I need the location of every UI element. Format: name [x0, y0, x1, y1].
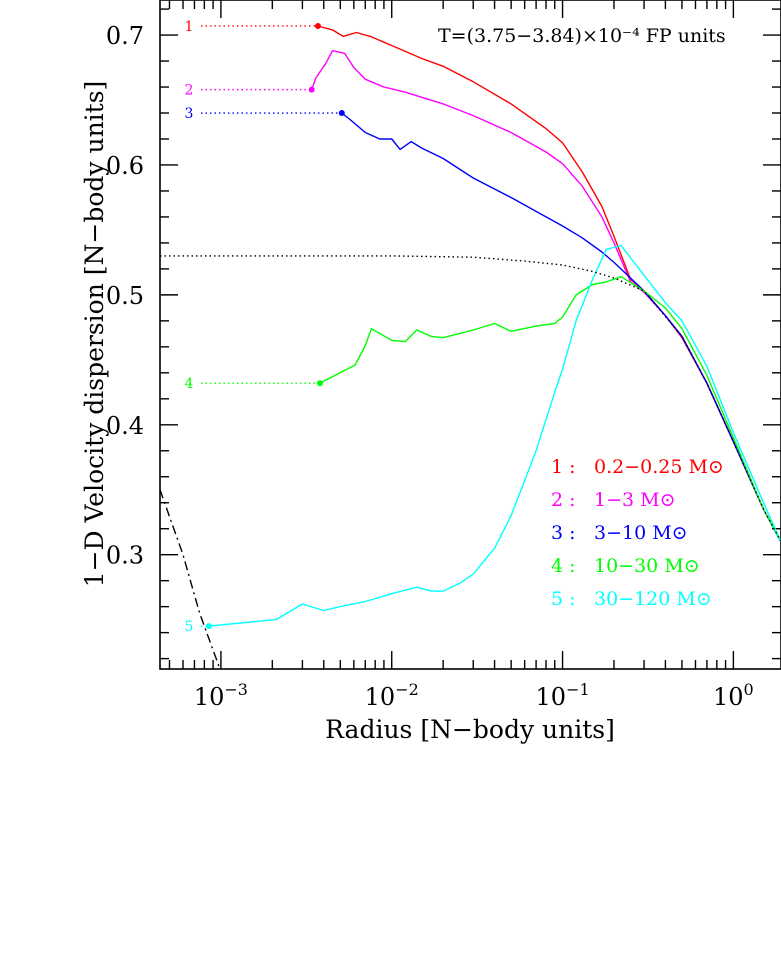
x-axis-title: Radius [N−body units]: [325, 715, 615, 744]
legend-key-2: 2 :: [551, 489, 576, 511]
x-tick-label: 10−2: [365, 680, 419, 711]
series-index-3: 3: [184, 106, 193, 122]
series-marker-1: [314, 22, 321, 29]
x-tick-label: 10−3: [194, 680, 248, 711]
legend-key-1: 1 :: [551, 456, 576, 478]
legend-label-4: 10−30 M⊙: [594, 555, 700, 577]
plot-frame: [159, 0, 781, 670]
legend-label-5: 30−120 M⊙: [594, 588, 712, 610]
series-line-4: [319, 276, 781, 543]
series-markers: 1 2 3 4 5: [184, 19, 345, 635]
series-marker-5: [205, 623, 212, 630]
x-tick-label-exponent: −2: [395, 680, 419, 699]
x-tick-label-exponent: −1: [566, 680, 590, 699]
y-tick-label: 0.6: [106, 152, 144, 180]
series-marker-2: [308, 86, 315, 93]
series-index-1: 1: [184, 19, 193, 35]
legend-label-3: 3−10 M⊙: [594, 522, 688, 544]
y-tick-label: 0.3: [106, 542, 144, 570]
y-tick-label: 0.4: [106, 412, 144, 440]
legend-label-1: 0.2−0.25 M⊙: [594, 456, 724, 478]
series-index-4: 4: [184, 376, 193, 392]
series-marker-4: [316, 380, 323, 387]
x-tick-label-base: 10: [365, 683, 396, 711]
series-line-ref-dotted: [160, 255, 781, 543]
y-tick-label: 0.5: [106, 282, 144, 310]
x-tick-label-base: 10: [535, 683, 566, 711]
x-tick-label: 100: [713, 680, 754, 711]
annotation-text: T=(3.75−3.84)×10⁻⁴ FP units: [438, 25, 726, 47]
legend-label-2: 1−3 M⊙: [594, 489, 676, 511]
y-tick-label: 0.7: [106, 22, 144, 50]
series-index-5: 5: [184, 619, 193, 635]
y-axis-title: 1−D Velocity dispersion [N−body units]: [80, 81, 109, 588]
series-index-2: 2: [184, 83, 193, 99]
series-line-3: [341, 112, 781, 543]
axis-ticks: [160, 0, 781, 669]
legend: 1 : 0.2−0.25 M⊙ 2 : 1−3 M⊙ 3 : 3−10 M⊙ 4 : 10−3…: [551, 456, 724, 610]
legend-key-4: 4 :: [551, 555, 576, 577]
x-tick-label-base: 10: [713, 683, 744, 711]
x-tick-label-base: 10: [194, 683, 225, 711]
series-line-ref-dashdot: [160, 489, 221, 669]
legend-key-3: 3 :: [551, 522, 576, 544]
x-tick-label-exponent: −3: [224, 680, 248, 699]
series-lines: [160, 25, 781, 669]
x-tick-label-exponent: 0: [744, 680, 754, 699]
series-marker-3: [338, 110, 345, 117]
legend-key-5: 5 :: [551, 588, 576, 610]
series-line-5: [208, 244, 781, 627]
x-tick-label: 10−1: [535, 680, 589, 711]
